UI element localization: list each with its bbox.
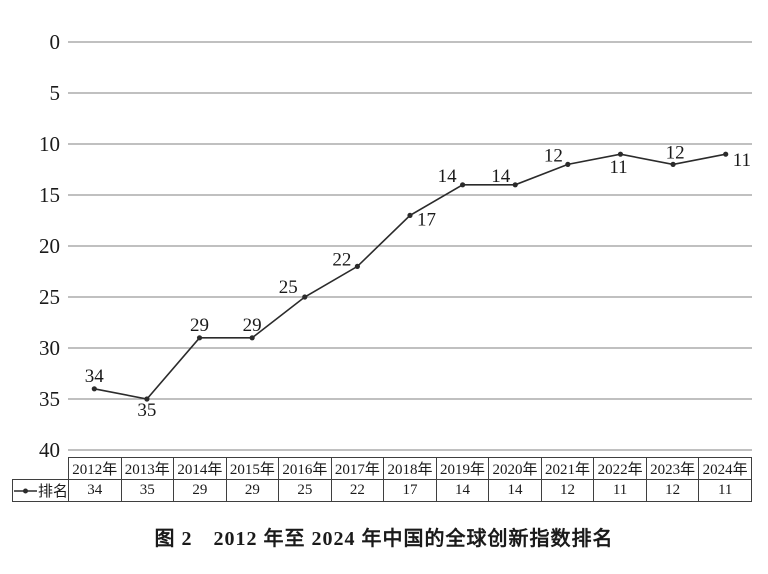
y-tick-label: 15 (39, 183, 60, 207)
legend-label: 排名 (38, 484, 69, 500)
rank-value-cell: 34 (68, 479, 122, 502)
year-header-cell: 2024年 (698, 457, 752, 480)
year-header-cell: 2022年 (593, 457, 647, 480)
year-header-cell: 2012年 (68, 457, 122, 480)
data-point-marker (144, 396, 150, 402)
gridlines (68, 41, 752, 451)
y-tick-label: 35 (39, 387, 60, 411)
rank-value-cell: 12 (645, 479, 700, 502)
rank-value-cell: 22 (330, 479, 385, 502)
rank-series-marker-icon (14, 488, 37, 493)
table-corner-cell (13, 458, 69, 480)
y-tick-label: 0 (50, 30, 61, 54)
data-point-marker (407, 212, 413, 218)
year-header-cell: 2018年 (383, 457, 437, 480)
data-point-label: 11 (609, 157, 627, 178)
year-header-cell: 2014年 (173, 457, 227, 480)
rank-line-chart: 0 5 10 15 20 25 30 35 40 34 35 29 29 25 22 17 14 14 12 11 12… (39, 30, 752, 462)
rank-value-cell: 14 (488, 479, 542, 502)
data-point-marker (196, 335, 203, 341)
data-point-label: 22 (332, 249, 351, 270)
rank-value-cell: 12 (540, 479, 595, 502)
table-year-row: 2012年 2013年 2014年 2015年 2016年 2017年 2018年 2019年… (13, 457, 752, 480)
year-header-cell: 2013年 (120, 457, 175, 480)
year-header-cell: 2019年 (435, 457, 490, 480)
rank-value-cell: 29 (225, 479, 280, 502)
data-point-marker (565, 161, 571, 167)
data-point-label: 11 (733, 150, 751, 171)
data-point-label: 35 (137, 400, 156, 421)
year-header-cell: 2020年 (488, 457, 542, 480)
data-point-marker (249, 335, 255, 341)
data-point-label: 34 (85, 366, 105, 387)
data-point-label: 29 (243, 315, 262, 336)
rank-value-cell: 29 (173, 479, 227, 502)
rank-value-cell: 25 (278, 479, 332, 502)
data-point-label: 29 (190, 315, 209, 336)
rank-value-cell: 11 (593, 479, 647, 502)
rank-value-cell: 14 (435, 479, 490, 502)
year-header-cell: 2015年 (225, 457, 280, 480)
y-tick-label: 5 (50, 81, 61, 105)
rank-value-cell: 35 (120, 479, 175, 502)
data-point-label: 12 (666, 142, 685, 163)
data-point-marker (670, 161, 676, 167)
year-header-cell: 2023年 (645, 457, 700, 480)
year-header-cell: 2017年 (330, 457, 385, 480)
data-point-marker (617, 151, 624, 157)
year-header-cell: 2016年 (278, 457, 332, 480)
data-point-marker (302, 294, 308, 300)
y-tick-label: 20 (39, 234, 60, 258)
rank-series-line (94, 153, 726, 400)
y-tick-label: 40 (39, 438, 60, 462)
data-point-label: 14 (491, 166, 511, 187)
rank-value-cell: 17 (383, 479, 437, 502)
y-tick-label: 25 (39, 285, 60, 309)
table-value-row: 排名 34 35 29 29 25 22 17 14 14 12 11 12 11 (12, 479, 752, 502)
data-point-marker (91, 386, 97, 392)
data-point-label: 17 (417, 209, 436, 230)
legend-cell: 排名 (12, 479, 69, 502)
data-point-marker (512, 182, 518, 188)
data-point-marker (723, 151, 729, 157)
year-header-cell: 2021年 (540, 457, 595, 480)
y-tick-label: 10 (39, 132, 60, 156)
figure-caption-title: 图 2 2012 年至 2024 年中国的全球创新指数排名 (154, 528, 614, 550)
data-point-marker (460, 182, 466, 188)
data-point-label: 25 (279, 277, 298, 298)
rank-data-table: 2012年 2013年 2014年 2015年 2016年 2017年 2018年 2019年… (12, 457, 752, 502)
y-tick-label: 30 (39, 336, 60, 360)
data-point-marker (354, 263, 360, 269)
data-point-label: 14 (438, 166, 458, 187)
rank-value-cell: 11 (698, 479, 752, 502)
data-point-labels: 34 35 29 29 25 22 17 14 14 12 11 12 11 (85, 142, 751, 421)
data-point-label: 12 (544, 145, 563, 166)
data-point-markers (91, 151, 729, 402)
y-axis-tick-labels: 0 5 10 15 20 25 30 35 40 (39, 30, 60, 462)
